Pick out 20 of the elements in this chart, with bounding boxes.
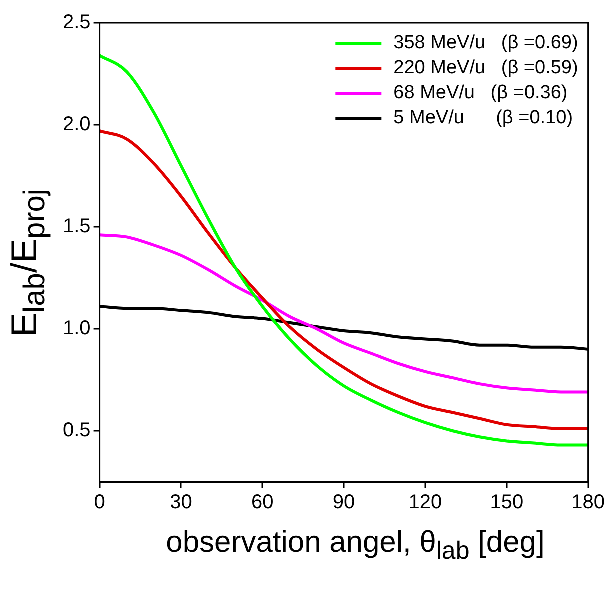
x-tick-label: 180 — [572, 492, 606, 514]
line-series — [100, 130, 588, 430]
x-tick-label: 120 — [408, 492, 442, 514]
x-axis-title: observation angel, θ$_{lab}$ [deg] — [165, 526, 546, 566]
x-tick-label: 30 — [170, 492, 192, 514]
legend-label: 220 MeV/u (β =0.59) — [394, 58, 578, 79]
y-tick-label: 2.5 — [62, 12, 91, 34]
legend-label: 358 MeV/u (β =0.69) — [394, 32, 578, 54]
legend-label: 68 MeV/u (β =0.36) — [394, 82, 568, 104]
y-tick-label: 0.5 — [62, 420, 91, 442]
x-tick-label: 150 — [490, 492, 524, 514]
x-tick-label: 90 — [332, 492, 356, 514]
y-tick-label: 1.5 — [62, 216, 91, 238]
y-tick-label: 2.0 — [62, 114, 91, 136]
line-series — [100, 234, 588, 394]
y-tick-label: 1.0 — [62, 318, 91, 340]
legend-label: 5 MeV/u (β =0.10) — [394, 108, 574, 129]
x-tick-label: 60 — [252, 492, 274, 514]
x-tick-label: 0 — [94, 492, 106, 514]
line-series — [100, 54, 588, 447]
